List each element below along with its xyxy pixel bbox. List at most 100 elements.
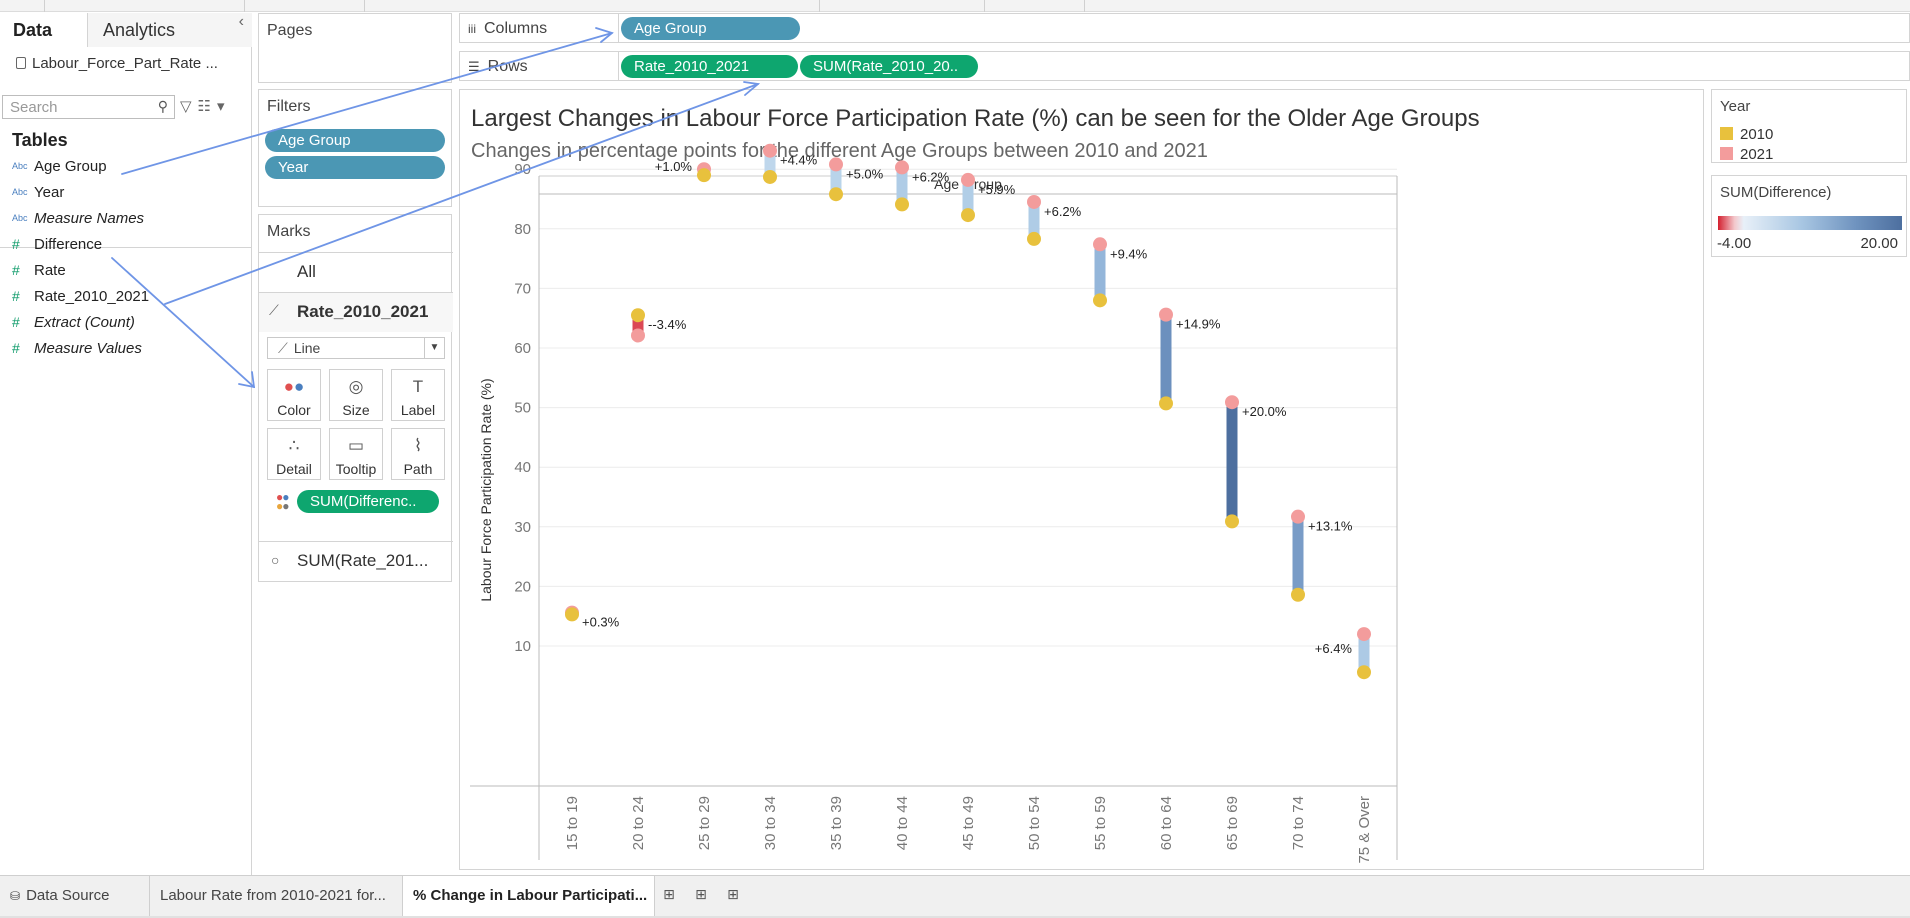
field-difference[interactable]: # Difference — [12, 236, 102, 258]
point-2021[interactable] — [895, 160, 909, 175]
data-label: --3.4% — [648, 317, 687, 332]
field-age-group[interactable]: Abc Age Group — [12, 158, 107, 180]
search-row: Search ⚲ ▽☷▾ — [0, 95, 252, 121]
year-legend[interactable]: Year 2010 2021 — [1711, 89, 1907, 163]
data-pane: Data Analytics ‹ Labour_Force_Part_Rate … — [0, 13, 252, 875]
tab-labour-rate[interactable]: Labour Rate from 2010-2021 for... — [150, 876, 403, 916]
point-2021[interactable] — [1027, 194, 1041, 209]
label-button[interactable]: T Label — [391, 369, 445, 421]
data-label: +1.0% — [655, 159, 693, 174]
tab-data-source[interactable]: ⛁ Data Source — [0, 876, 150, 916]
point-2010[interactable] — [829, 187, 843, 202]
point-2010[interactable] — [1027, 231, 1041, 246]
filters-card[interactable]: Filters Age Group Year — [258, 89, 452, 207]
tab-percent-change[interactable]: % Change in Labour Participati... — [403, 876, 655, 916]
y-tick-label: 40 — [514, 459, 531, 476]
field-rate-2010-2021[interactable]: # Rate_2010_2021 — [12, 288, 149, 310]
ramp-max-label: 20.00 — [1860, 235, 1898, 252]
data-label: +5.0% — [846, 166, 884, 181]
divider — [0, 247, 252, 248]
point-2010[interactable] — [1225, 514, 1239, 529]
detail-label: Detail — [276, 461, 312, 477]
field-rate[interactable]: # Rate — [12, 262, 66, 284]
new-worksheet-icon[interactable]: ⊞ — [663, 886, 675, 902]
data-label: +20.0% — [1242, 404, 1287, 419]
legend-swatch — [1720, 127, 1733, 140]
datasource-item[interactable]: Labour_Force_Part_Rate ... — [16, 55, 218, 72]
filter-pill-year[interactable]: Year — [265, 156, 445, 179]
detail-button[interactable]: ∴ Detail — [267, 428, 321, 480]
tab-analytics[interactable]: Analytics — [88, 13, 252, 47]
field-measure-names[interactable]: Abc Measure Names — [12, 210, 144, 232]
color-ramp — [1718, 216, 1902, 230]
point-2021[interactable] — [961, 172, 975, 187]
point-2021[interactable] — [1093, 237, 1107, 252]
path-button[interactable]: ⌇ Path — [391, 428, 445, 480]
point-2010[interactable] — [631, 308, 645, 323]
legend-item-2021[interactable]: 2021 — [1720, 146, 1773, 163]
new-dashboard-icon[interactable]: ⊞ — [695, 886, 707, 902]
field-year[interactable]: Abc Year — [12, 184, 64, 206]
filter-pill-age-group[interactable]: Age Group — [265, 129, 445, 152]
field-extract-count[interactable]: # Extract (Count) — [12, 314, 135, 336]
number-type-icon: # — [12, 236, 20, 252]
y-tick-label: 30 — [514, 519, 531, 536]
size-button[interactable]: ◎ Size — [329, 369, 383, 421]
size-label: Size — [342, 402, 370, 418]
search-input[interactable]: Search ⚲ — [2, 95, 175, 119]
data-pane-tabs: Data Analytics ‹ — [0, 13, 252, 47]
filter-icon[interactable]: ▽☷▾ — [180, 98, 231, 115]
legend-item-2010[interactable]: 2010 — [1720, 126, 1773, 143]
tab-data[interactable]: Data — [0, 13, 88, 47]
point-2010[interactable] — [1357, 665, 1371, 680]
point-2021[interactable] — [1225, 395, 1239, 410]
marks-layer-all[interactable]: All — [259, 252, 453, 292]
field-label: Year — [34, 184, 65, 201]
x-tick-label: 45 to 49 — [960, 796, 977, 850]
columns-shelf[interactable]: iii Columns Age Group — [459, 13, 1910, 43]
mark-type-dropdown[interactable]: ⟋ Line ▼ — [267, 337, 445, 359]
point-2010[interactable] — [895, 197, 909, 212]
point-2010[interactable] — [697, 168, 711, 183]
field-measure-values[interactable]: # Measure Values — [12, 340, 142, 362]
point-2010[interactable] — [565, 607, 579, 622]
columns-shelf-label: iii Columns — [468, 20, 548, 37]
columns-pill-age-group[interactable]: Age Group — [621, 17, 800, 40]
point-2021[interactable] — [1159, 307, 1173, 322]
rows-pill-sum-rate[interactable]: SUM(Rate_2010_20.. — [800, 55, 978, 78]
rows-pill-rate[interactable]: Rate_2010_2021 — [621, 55, 798, 78]
point-2021[interactable] — [1357, 627, 1371, 642]
marks-layer-rate[interactable]: ⟋ Rate_2010_2021 — [259, 292, 453, 332]
y-tick-label: 80 — [514, 221, 531, 238]
chevron-left-icon[interactable]: ‹ — [238, 13, 244, 30]
point-2010[interactable] — [1291, 587, 1305, 602]
difference-legend[interactable]: SUM(Difference) -4.00 20.00 — [1711, 175, 1907, 257]
y-tick-label: 90 — [514, 161, 531, 178]
color-button[interactable]: ●● Color — [267, 369, 321, 421]
point-2021[interactable] — [763, 143, 777, 158]
rows-shelf[interactable]: ☰ Rows Rate_2010_2021 SUM(Rate_2010_20.. — [459, 51, 1910, 81]
sheet-tab-bar: ⛁ Data Source Labour Rate from 2010-2021 … — [0, 875, 1910, 918]
string-type-icon: Abc — [12, 187, 28, 197]
marks-layer-sum-rate[interactable]: ○ SUM(Rate_201... — [259, 541, 453, 581]
point-2021[interactable] — [1291, 509, 1305, 524]
new-story-icon[interactable]: ⊞ — [727, 886, 739, 902]
point-2010[interactable] — [1159, 396, 1173, 411]
point-2010[interactable] — [961, 208, 975, 223]
database-icon: ⛁ — [10, 889, 21, 903]
rows-icon: ☰ — [468, 59, 480, 74]
y-tick-label: 50 — [514, 400, 531, 417]
year-legend-title: Year — [1720, 98, 1751, 115]
tooltip-button[interactable]: ▭ Tooltip — [329, 428, 383, 480]
color-pill-difference[interactable]: SUM(Differenc.. — [297, 490, 439, 513]
point-2021[interactable] — [631, 328, 645, 343]
y-tick-label: 20 — [514, 578, 531, 595]
marks-title: Marks — [267, 223, 311, 240]
chevron-down-icon: ▼ — [424, 338, 444, 358]
point-2010[interactable] — [1093, 293, 1107, 308]
point-2010[interactable] — [763, 169, 777, 184]
pages-card[interactable]: Pages — [258, 13, 452, 83]
point-2021[interactable] — [829, 157, 843, 172]
